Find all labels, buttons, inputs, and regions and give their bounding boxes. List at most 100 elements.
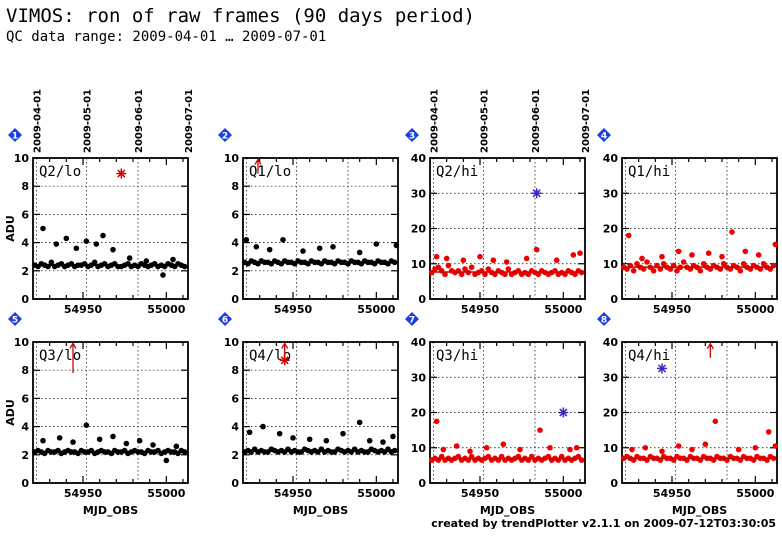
data-point [572, 271, 578, 278]
data-point [485, 453, 492, 460]
x-tick-label: 55000 [544, 303, 583, 316]
data-point [533, 246, 540, 253]
data-point [650, 268, 657, 274]
y-tick-label: 2 [21, 449, 29, 462]
data-point [93, 241, 100, 247]
data-point [660, 260, 667, 267]
panel-2: 0 2 4 6 8 10 54950 55000 2 Q1/lo [218, 128, 400, 316]
x-tick-label: 54950 [461, 303, 500, 316]
data-point [492, 271, 498, 278]
data-point [280, 236, 286, 243]
data-point [498, 453, 505, 460]
data-point [110, 246, 116, 253]
y-tick-label: 0 [610, 477, 618, 490]
page-subtitle: QC data range: 2009-04-01 … 2009-07-01 [6, 29, 327, 45]
panel-number: 6 [222, 316, 228, 326]
data-point [740, 260, 747, 267]
y-tick-label: 20 [603, 407, 619, 420]
y-tick-label: 8 [231, 364, 239, 377]
y-tick-label: 30 [411, 371, 427, 384]
data-point [675, 248, 682, 255]
y-tick-label: 0 [610, 293, 618, 306]
x-tick-label: 54950 [274, 487, 313, 500]
panel-label: Q3/hi [436, 348, 478, 364]
x-tick-label: 55000 [357, 303, 396, 316]
data-point [639, 255, 645, 262]
outlier-point [117, 169, 126, 178]
y-tick-label: 4 [21, 237, 29, 250]
data-point [73, 245, 80, 252]
x-tick-label: 54950 [274, 303, 313, 316]
y-tick-label: 10 [603, 258, 619, 271]
date-tick-label: 2009-06-01 [134, 89, 145, 153]
data-point [558, 453, 565, 460]
panel-number-badge [218, 312, 232, 326]
data-point [40, 225, 46, 232]
y-tick-label: 0 [231, 293, 239, 306]
data-point [56, 435, 63, 441]
data-point [443, 255, 450, 262]
data-point [96, 436, 103, 443]
panel-label: Q3/lo [39, 348, 81, 364]
data-point [356, 419, 363, 426]
data-point [468, 264, 475, 271]
date-tick-label: 2009-05-01 [479, 89, 490, 153]
panel-1: 0 2 4 6 8 10 54950 55000 ADU 2009-04-01 2009-05-01… [4, 89, 195, 316]
outlier-point [280, 356, 289, 365]
data-point [136, 437, 143, 444]
y-tick-label: 2 [231, 265, 239, 278]
x-tick-label: 55000 [147, 303, 186, 316]
data-point [40, 437, 46, 444]
y-tick-label: 40 [411, 152, 427, 165]
data-point [393, 242, 400, 249]
data-point [482, 271, 488, 278]
data-point [625, 232, 632, 239]
panel-number: 3 [409, 132, 415, 142]
x-tick-label: 54950 [64, 303, 103, 316]
data-point [340, 430, 346, 437]
data-point [440, 446, 447, 453]
data-point [300, 248, 306, 254]
panel-7: 0 10 20 30 40 54950 55000 MJD_OBS 7 Q3/hi [405, 312, 586, 517]
data-point [428, 269, 435, 276]
panel-number-badge [405, 128, 419, 142]
data-point [373, 241, 380, 247]
y-tick-label: 2 [21, 265, 29, 278]
arrow-head [281, 342, 289, 349]
data-point [458, 271, 465, 278]
data-point [675, 443, 682, 449]
data-point [433, 253, 440, 260]
y-tick-label: 10 [224, 336, 240, 349]
y-tick-label: 30 [603, 371, 619, 384]
x-tick-label: 55000 [357, 487, 396, 500]
data-point [505, 266, 512, 272]
data-point [276, 430, 283, 437]
data-point [547, 444, 553, 451]
panel-label: Q2/hi [436, 164, 478, 180]
y-tick-label: 0 [21, 477, 29, 490]
panel-8: 0 10 20 30 40 54950 55000 MJD_OBS 8 Q4/hi [597, 312, 779, 517]
data-point [577, 250, 583, 256]
data-point [366, 437, 373, 444]
data-point [575, 453, 582, 460]
y-tick-label: 10 [411, 258, 427, 271]
data-point [243, 236, 250, 243]
y-tick-label: 10 [224, 152, 240, 165]
y-axis-label: ADU [4, 215, 17, 242]
panel-3: 0 10 20 30 40 54950 55000 2009-04-01 2009-05-01 2… [405, 89, 592, 316]
panel-number: 8 [601, 316, 607, 326]
data-point [702, 441, 709, 448]
y-tick-label: 0 [21, 293, 29, 306]
y-tick-label: 30 [411, 187, 427, 200]
y-tick-label: 6 [21, 208, 29, 221]
plot-frame [242, 157, 399, 300]
data-point [91, 259, 98, 266]
panel-label: Q1/lo [249, 164, 291, 180]
x-axis-label: MJD_OBS [480, 504, 535, 517]
data-point [246, 429, 253, 436]
data-point [772, 241, 779, 248]
data-point [306, 436, 313, 443]
outlier-point [657, 364, 667, 373]
data-point [697, 268, 704, 274]
